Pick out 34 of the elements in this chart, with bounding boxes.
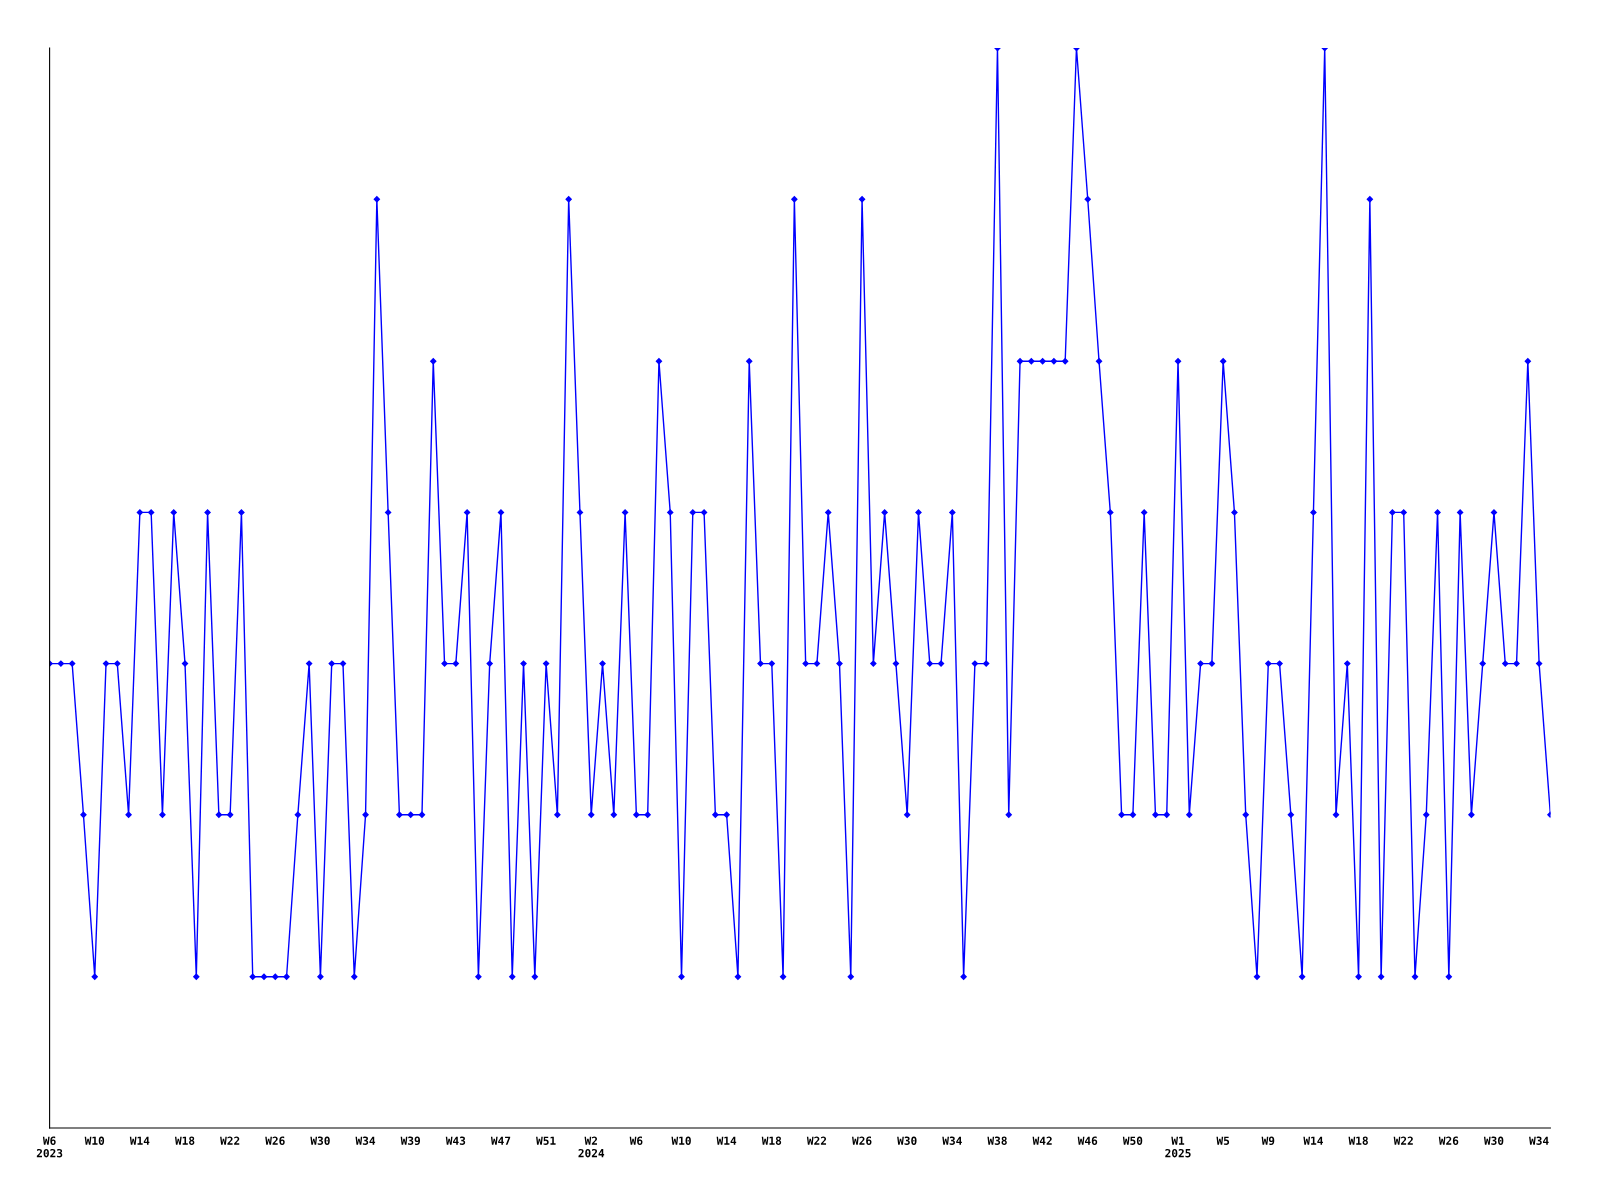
x-tick-label: W14 [129,1136,150,1145]
x-tick-label: W30 [1483,1136,1504,1145]
x-tick-label: W18 [174,1136,195,1145]
x-tick-label: W22 [220,1136,240,1145]
x-tick-label: W14 [716,1136,737,1145]
x-tick-label: W30 [310,1136,330,1145]
x-tick-label: W18 [1348,1136,1368,1145]
x-tick-label: W42 [1032,1136,1052,1145]
x-tick-label: W18 [761,1136,782,1145]
x-tick-label: W9 [1261,1136,1275,1145]
x-tick-label: W14 [1303,1136,1323,1145]
x-tick-label: W51 [536,1136,556,1145]
x-tick-label: W5 [1216,1136,1230,1145]
x-tick-label: W50 [1122,1136,1143,1145]
x-tick-label: W26 [265,1136,285,1145]
x-tick-label: W26 [1438,1136,1459,1145]
x-tick-label: W22 [806,1136,827,1145]
x-tick-label: W46 [1077,1136,1098,1145]
x-tick-label: W2 2024 [578,1136,605,1158]
x-tick-label: W38 [987,1136,1007,1145]
x-tick-label: W30 [897,1136,917,1145]
x-tick-label: W6 [629,1136,643,1145]
x-tick-label: W10 [671,1136,691,1145]
x-tick-label: W47 [490,1136,511,1145]
x-tick-label: W34 [1529,1136,1549,1145]
x-tick-label: W26 [852,1136,872,1145]
x-tick-label: W34 [355,1136,376,1145]
x-tick-label: W10 [84,1136,105,1145]
x-tick-label: W22 [1393,1136,1413,1145]
x-tick-label: W34 [942,1136,962,1145]
x-tick-label: W6 2023 [36,1136,63,1158]
x-tick-label: W1 2025 [1165,1136,1191,1158]
x-tick-label: W39 [400,1136,421,1145]
x-tick-label: W43 [445,1136,466,1145]
